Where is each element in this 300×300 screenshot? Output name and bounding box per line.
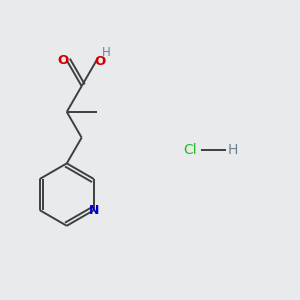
Text: N: N <box>88 204 99 217</box>
Text: Cl: Cl <box>183 143 197 157</box>
Text: H: H <box>228 143 238 157</box>
Text: O: O <box>58 54 69 67</box>
Text: H: H <box>102 46 110 59</box>
Text: O: O <box>94 56 106 68</box>
